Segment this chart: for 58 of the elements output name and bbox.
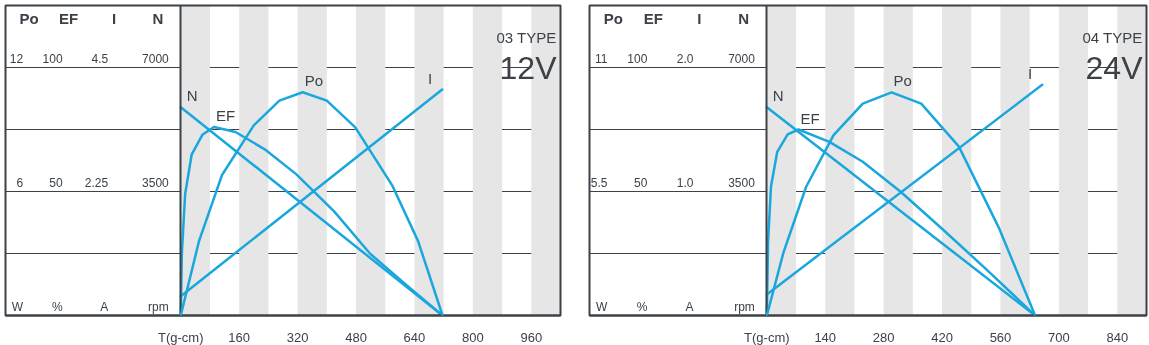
y3-tick-label: 100 bbox=[627, 52, 648, 67]
y-tick-label: 6 bbox=[16, 176, 24, 191]
y-tick-label: 7000 bbox=[728, 52, 756, 67]
series-label: Po bbox=[893, 72, 912, 90]
series-label: N bbox=[186, 87, 198, 105]
x-tick-label: 700 bbox=[1048, 329, 1070, 345]
annotation: 12V bbox=[499, 49, 558, 86]
y-axis-title: Po bbox=[603, 10, 624, 28]
x-tick-label: 480 bbox=[345, 329, 367, 345]
series-label: N bbox=[772, 87, 784, 105]
y-tick-label: 5.5 bbox=[590, 176, 608, 191]
x-tick-label: T(g-cm) bbox=[158, 329, 204, 345]
annotation: 03 TYPE bbox=[496, 28, 557, 46]
x-tick-label: 800 bbox=[462, 329, 484, 345]
series-label: EF bbox=[800, 109, 820, 127]
annotation: 04 TYPE bbox=[1082, 28, 1143, 46]
y-tick-label: 12 bbox=[9, 52, 24, 67]
y3-axis-title: EF bbox=[59, 10, 79, 28]
x-tick-label: 280 bbox=[872, 329, 895, 345]
annotation: 24V bbox=[1085, 49, 1144, 86]
series-label: Po bbox=[304, 72, 324, 90]
y-tick-label: 3500 bbox=[728, 176, 756, 191]
y3-tick-label: % bbox=[636, 300, 648, 315]
y2-tick-label: 2.25 bbox=[84, 176, 109, 191]
y3-axis-title: EF bbox=[643, 10, 663, 28]
y3-tick-label: % bbox=[51, 300, 63, 315]
series-label: EF bbox=[215, 107, 236, 125]
y2-axis-title: I bbox=[112, 10, 117, 28]
y2-tick-label: A bbox=[685, 300, 694, 315]
y2-tick-label: 4.5 bbox=[91, 52, 109, 67]
y3-tick-label: 100 bbox=[42, 52, 63, 67]
x-tick-label: 640 bbox=[403, 329, 426, 345]
x-tick-label: 840 bbox=[1106, 329, 1129, 345]
y-tick-label: 11 bbox=[594, 52, 608, 67]
y-axis-title: N bbox=[152, 10, 164, 28]
y-tick-label: 3500 bbox=[142, 176, 170, 191]
y-tick-label: W bbox=[596, 300, 609, 315]
x-tick-label: 420 bbox=[931, 329, 953, 345]
x-tick-label: 160 bbox=[228, 329, 251, 345]
y3-tick-label: 50 bbox=[49, 176, 63, 191]
y3-tick-label: 50 bbox=[633, 176, 648, 191]
x-tick-label: 140 bbox=[814, 329, 837, 345]
y2-tick-label: 1.0 bbox=[676, 176, 694, 191]
y-axis-title: Po bbox=[19, 10, 39, 28]
x-tick-label: 320 bbox=[286, 329, 309, 345]
x-tick-label: T(g-cm) bbox=[744, 329, 790, 345]
x-tick-label: 560 bbox=[989, 329, 1012, 345]
y-tick-label: W bbox=[11, 300, 24, 315]
y-tick-label: rpm bbox=[734, 300, 755, 315]
y2-tick-label: A bbox=[100, 300, 109, 315]
series-label: I bbox=[428, 69, 433, 87]
y2-tick-label: 2.0 bbox=[676, 52, 694, 67]
series-label: I bbox=[1028, 64, 1033, 82]
y-axis-title: N bbox=[738, 10, 750, 28]
y-tick-label: 7000 bbox=[142, 52, 170, 67]
y2-axis-title: I bbox=[697, 10, 702, 28]
y-tick-label: rpm bbox=[148, 300, 169, 315]
x-tick-label: 960 bbox=[520, 329, 543, 345]
